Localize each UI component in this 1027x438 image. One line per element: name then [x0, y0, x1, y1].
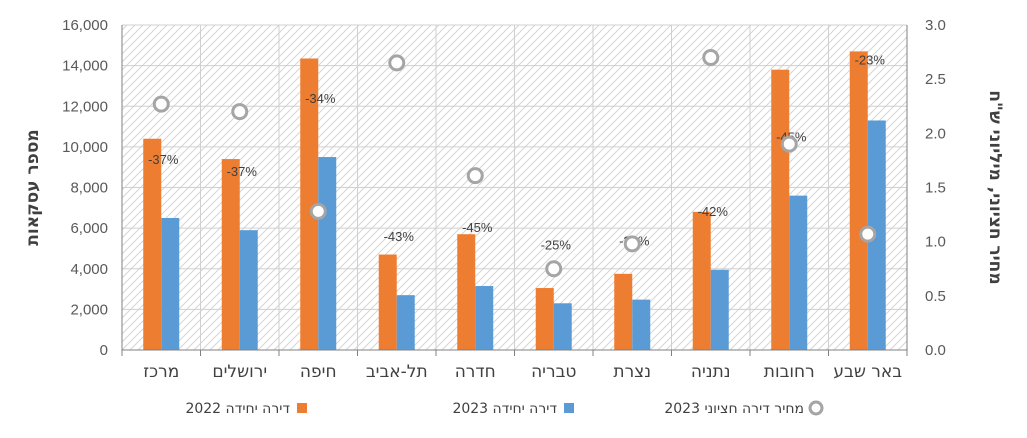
- median-price-point: [702, 49, 720, 66]
- bar-2023: [239, 230, 258, 350]
- left-tick-label: 12,000: [62, 98, 108, 115]
- left-tick-label: 4,000: [70, 261, 108, 278]
- legend-label: דירה יחידה 2022: [185, 401, 290, 417]
- legend-swatch: [297, 403, 307, 413]
- bar-2023: [553, 303, 572, 350]
- bar-2023: [710, 269, 729, 350]
- data-label: -37%: [227, 164, 258, 179]
- legend-label: מחיר דירה חציוני 2023: [664, 401, 804, 417]
- left-tick-label: 16,000: [62, 17, 108, 34]
- left-axis: 0 2,000 4,000 6,000 8,000 10,000 12,000 14,000 1…: [62, 17, 123, 359]
- category-label: חיפה: [300, 362, 337, 382]
- bar-2022: [849, 51, 868, 350]
- data-label: -23%: [855, 52, 886, 67]
- points: [152, 49, 877, 278]
- median-price-point: [623, 235, 641, 253]
- bar-2022: [143, 138, 162, 350]
- bar-2023: [161, 217, 180, 350]
- category-label: טבריה: [531, 362, 576, 382]
- data-label: -37%: [148, 152, 179, 167]
- bar-2022: [614, 273, 633, 350]
- left-axis-title: מספר עסקאות: [23, 129, 43, 245]
- bar-2022: [457, 234, 476, 350]
- left-tick-label: 14,000: [62, 58, 108, 75]
- bar-2023: [867, 120, 886, 350]
- bar-2022: [692, 211, 711, 350]
- right-tick-label: 1.5: [925, 180, 946, 197]
- bar-2023: [789, 195, 808, 350]
- median-price-point: [780, 135, 798, 153]
- category-label: נתניה: [691, 362, 731, 382]
- right-tick-label: 1.0: [925, 234, 946, 251]
- left-tick-label: 8,000: [70, 180, 108, 197]
- right-axis: 0.0 0.5 1.0 1.5 2.0 2.5 3.0: [906, 17, 946, 359]
- legend-marker: [808, 400, 824, 416]
- left-tick-label: 10,000: [62, 139, 108, 156]
- right-tick-label: 2.0: [925, 125, 946, 142]
- legend-swatch: [564, 403, 574, 413]
- bar-2022: [771, 69, 790, 350]
- data-label: -43%: [384, 229, 415, 244]
- category-label: מרכז: [143, 362, 179, 382]
- bars: [143, 51, 886, 350]
- data-label: -45%: [462, 220, 493, 235]
- median-price-point: [231, 103, 249, 121]
- median-price-point: [545, 260, 563, 278]
- category-label: תל-אביב: [366, 362, 428, 382]
- category-label: ירושלים: [212, 362, 267, 382]
- legend: דירה יחידה 2022 דירה יחידה 2023 מחיר דירה …: [185, 400, 824, 417]
- bar-2022: [378, 254, 397, 350]
- legend-label: דירה יחידה 2023: [452, 401, 557, 417]
- left-tick-label: 0: [100, 342, 108, 359]
- left-tick-label: 6,000: [70, 220, 108, 237]
- median-price-point: [388, 54, 406, 72]
- data-label: -25%: [541, 237, 572, 252]
- median-price-point: [309, 202, 327, 220]
- right-tick-label: 0.5: [925, 288, 946, 305]
- bar-2023: [632, 299, 651, 350]
- category-label: נצרת: [613, 362, 651, 382]
- category-label: חדרה: [455, 362, 496, 382]
- bar-2022: [535, 288, 554, 350]
- data-label: -42%: [698, 204, 729, 219]
- data-labels: -23%-45%-42%-34%-25%-45%-43%-34%-37%-37%: [148, 52, 885, 252]
- bar-2023: [318, 157, 337, 350]
- right-tick-label: 2.5: [925, 71, 946, 88]
- median-price-point: [466, 167, 484, 185]
- bar-2023: [475, 286, 494, 350]
- right-tick-label: 0.0: [925, 342, 946, 359]
- median-price-point: [152, 95, 170, 113]
- bar-2023: [396, 295, 415, 350]
- right-axis-title: מחיר חציוני, מיליוני ש"ח: [985, 90, 1005, 284]
- category-label: רחובות: [764, 362, 815, 382]
- median-price-point: [859, 225, 877, 243]
- data-label: -34%: [305, 91, 336, 106]
- bar-2022: [300, 58, 319, 350]
- bar-2022: [221, 159, 240, 350]
- right-tick-label: 3.0: [925, 17, 946, 34]
- left-tick-label: 2,000: [70, 301, 108, 318]
- x-axis: באר שבע רחובות נתניה נצרת טבריה חדרה תל-אביב חי…: [121, 349, 908, 382]
- category-label: באר שבע: [833, 362, 902, 382]
